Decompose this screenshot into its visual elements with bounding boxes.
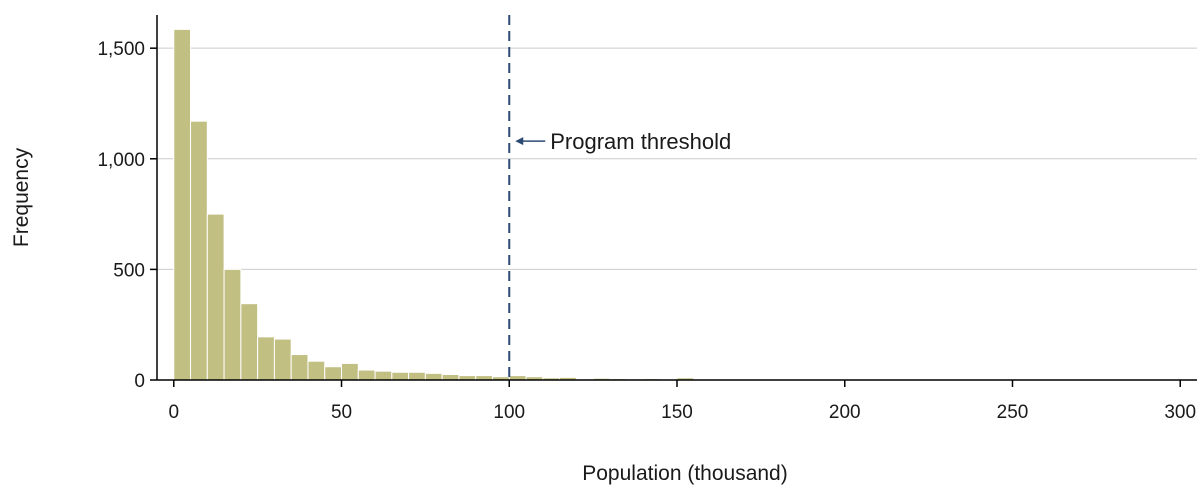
- histogram-bar: [206, 213, 225, 381]
- histogram-bar: [391, 371, 410, 381]
- y-tick-label: 500: [113, 260, 145, 281]
- histogram-bar: [173, 28, 192, 381]
- histogram-bar: [357, 369, 376, 381]
- x-axis-title: Population (thousand): [582, 462, 787, 485]
- histogram-bar: [223, 268, 242, 381]
- histogram-bar: [408, 371, 426, 381]
- axes: [156, 15, 1197, 381]
- histogram-bar: [257, 336, 275, 381]
- x-tick-label: 50: [331, 402, 352, 423]
- annotation-arrow-head: [515, 137, 524, 146]
- x-tick-label: 200: [829, 402, 861, 423]
- x-tick-label: 150: [661, 402, 693, 423]
- y-tick-label: 1,000: [97, 150, 145, 171]
- bars: [173, 28, 1181, 381]
- x-tick-label: 300: [1164, 402, 1196, 423]
- threshold-marker: Program threshold: [508, 15, 731, 380]
- histogram-bar: [190, 120, 208, 381]
- x-ticks: 0 50 100 150 200 250 300: [168, 380, 1196, 423]
- threshold-annotation: Program threshold: [550, 129, 731, 154]
- histogram-bar: [324, 366, 343, 381]
- y-axis-title: Frequency: [10, 147, 33, 247]
- histogram-bar: [307, 360, 326, 381]
- histogram-bar: [374, 370, 393, 381]
- x-tick-label: 100: [493, 402, 525, 423]
- histogram-bar: [341, 362, 359, 381]
- histogram-bar: [441, 373, 460, 381]
- y-tick-label: 0: [134, 371, 145, 392]
- y-tick-label: 1,500: [97, 39, 145, 60]
- histogram-bar: [290, 354, 309, 381]
- y-ticks: 0 500 1,000 1,500: [97, 39, 157, 392]
- x-tick-label: 0: [168, 402, 179, 423]
- x-tick-label: 250: [997, 402, 1029, 423]
- histogram-bar: [240, 303, 259, 381]
- gridlines: [157, 47, 1197, 270]
- histogram-bar: [273, 338, 292, 381]
- histogram-bar: [424, 372, 443, 381]
